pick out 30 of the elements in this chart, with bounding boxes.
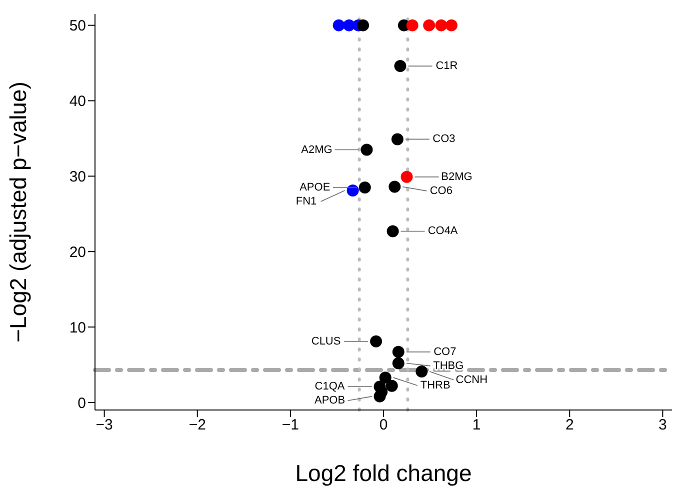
x-tick-label: −3 — [96, 416, 113, 434]
y-tick-label: 20 — [69, 244, 86, 261]
data-label: THRB — [420, 380, 450, 392]
y-tick-label: 0 — [78, 394, 86, 412]
data-label: CLUS — [311, 335, 341, 348]
x-tick-label: 3 — [658, 416, 667, 434]
data-label: CO3 — [432, 133, 456, 146]
data-label: C1R — [436, 60, 458, 72]
data-label: THBG — [433, 360, 464, 372]
x-tick-label: 1 — [472, 416, 481, 434]
x-tick-label: −2 — [188, 416, 206, 434]
data-label: CO6 — [430, 184, 452, 197]
data-label: CO7 — [434, 346, 456, 358]
data-label: APOE — [300, 181, 330, 194]
y-tick-label: 40 — [69, 93, 86, 110]
data-label: FN1 — [296, 195, 317, 208]
data-label: C1QA — [314, 380, 346, 393]
x-tick-label: 2 — [565, 416, 574, 434]
x-tick-label: −1 — [282, 416, 299, 434]
y-tick-label: 10 — [69, 319, 86, 336]
x-axis-title: Log2 fold change — [295, 460, 472, 486]
data-label: B2MG — [441, 170, 472, 183]
data-label: CO4A — [428, 225, 458, 238]
y-tick-label: 50 — [69, 18, 86, 35]
y-tick-label: 30 — [69, 168, 86, 186]
data-label: APOB — [314, 394, 346, 407]
data-label: CCNH — [456, 374, 488, 386]
y-axis-title: −Log2 (adjusted p−value) — [5, 82, 32, 342]
data-label: A2MG — [301, 144, 332, 156]
x-tick-label: 0 — [379, 416, 388, 434]
